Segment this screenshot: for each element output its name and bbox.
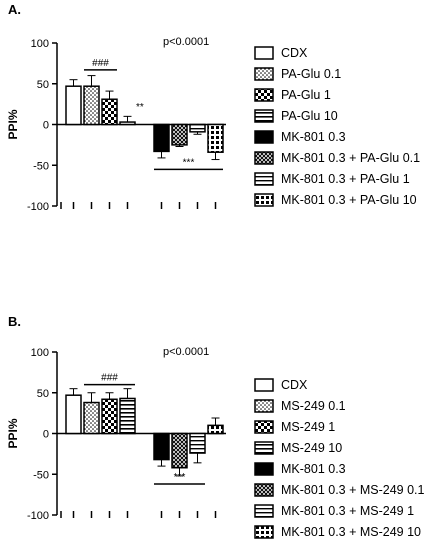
significance-label: ### [101, 373, 118, 384]
y-tick-label: 50 [37, 388, 49, 400]
legend-entry: MS-249 0.1 [254, 399, 346, 413]
bar [83, 85, 100, 126]
legend-label: MK-801 0.3 + MS-249 1 [281, 504, 414, 518]
legend-entry: MK-801 0.3 + PA-Glu 10 [254, 193, 417, 207]
y-tick-label: 100 [31, 38, 49, 50]
panel-a: A.100500-50-100PPI%###*****p<0.0001CDXPA… [6, 2, 420, 213]
legend-swatch [254, 193, 274, 207]
legend-swatch [254, 462, 274, 476]
significance-label: *** [174, 472, 186, 483]
legend-label: MK-801 0.3 + MS-249 0.1 [281, 483, 425, 497]
legend-entry: CDX [254, 46, 308, 60]
legend-entry: CDX [254, 378, 308, 392]
y-tick-label: 0 [43, 429, 49, 441]
bar [189, 432, 206, 454]
bar [101, 98, 118, 126]
legend-label: PA-Glu 1 [281, 88, 331, 102]
panel-label: A. [8, 2, 21, 17]
legend-label: MS-249 0.1 [281, 399, 346, 413]
p-value-annotation: p<0.0001 [163, 36, 209, 48]
legend-swatch [254, 88, 274, 102]
legend-swatch [254, 151, 274, 165]
bar [83, 401, 100, 435]
panel-label: B. [8, 314, 21, 329]
legend-label: MK-801 0.3 [281, 462, 346, 476]
bar [119, 121, 136, 126]
bar [171, 432, 188, 469]
y-tick-label: 100 [31, 347, 49, 359]
bar [119, 397, 136, 435]
bar [153, 123, 170, 153]
bar [65, 85, 82, 126]
legend-swatch [254, 525, 274, 539]
legend-swatch [254, 483, 274, 497]
legend-entry: MK-801 0.3 [254, 462, 346, 476]
y-tick-label: -50 [33, 469, 49, 481]
y-tick-label: 50 [37, 79, 49, 91]
legend-label: MK-801 0.3 + PA-Glu 0.1 [281, 151, 420, 165]
legend-label: MS-249 1 [281, 420, 335, 434]
legend-label: CDX [281, 378, 308, 392]
bar [207, 424, 224, 435]
legend-entry: MS-249 10 [254, 441, 342, 455]
legend-entry: MK-801 0.3 + MS-249 1 [254, 504, 414, 518]
significance-label: ** [136, 102, 144, 113]
legend-swatch [254, 172, 274, 186]
legend-label: CDX [281, 46, 308, 60]
legend-entry: MK-801 0.3 + MS-249 10 [254, 525, 421, 539]
bar [65, 394, 82, 435]
legend-swatch [254, 399, 274, 413]
legend-swatch [254, 378, 274, 392]
legend-entry: MK-801 0.3 + PA-Glu 0.1 [254, 151, 420, 165]
legend-swatch [254, 46, 274, 60]
significance-label: *** [183, 157, 195, 168]
bar [171, 123, 188, 146]
legend-swatch [254, 441, 274, 455]
bar [153, 432, 170, 461]
bar [101, 398, 118, 435]
legend-swatch [254, 109, 274, 123]
legend-entry: MK-801 0.3 [254, 130, 346, 144]
panel-b: B. 100 50 0 -50 -100 PPI% ### *** p<0.0001 CDX MS-2… [6, 314, 425, 539]
bar [189, 123, 206, 133]
y-tick-label: -100 [27, 510, 49, 522]
legend-label: MK-801 0.3 [281, 130, 346, 144]
legend-entry: MK-801 0.3 + PA-Glu 1 [254, 172, 410, 186]
y-axis-label: PPI% [6, 109, 20, 139]
legend-swatch [254, 67, 274, 81]
legend-label: MS-249 10 [281, 441, 342, 455]
y-tick-label: 0 [43, 120, 49, 132]
legend-label: PA-Glu 10 [281, 109, 338, 123]
legend-swatch [254, 130, 274, 144]
legend-entry: MS-249 1 [254, 420, 335, 434]
bar [207, 123, 224, 153]
significance-label: ### [92, 58, 109, 69]
legend-swatch [254, 504, 274, 518]
legend-label: MK-801 0.3 + PA-Glu 10 [281, 193, 417, 207]
legend-entry: PA-Glu 0.1 [254, 67, 341, 81]
legend-entry: PA-Glu 10 [254, 109, 338, 123]
legend-label: MK-801 0.3 + PA-Glu 1 [281, 172, 410, 186]
y-axis-label: PPI% [6, 418, 20, 448]
legend-swatch [254, 420, 274, 434]
legend-label: MK-801 0.3 + MS-249 10 [281, 525, 421, 539]
legend-entry: MK-801 0.3 + MS-249 0.1 [254, 483, 425, 497]
legend-label: PA-Glu 0.1 [281, 67, 341, 81]
legend-entry: PA-Glu 1 [254, 88, 331, 102]
y-tick-label: -50 [33, 160, 49, 172]
p-value-annotation: p<0.0001 [163, 346, 209, 358]
y-tick-label: -100 [27, 201, 49, 213]
